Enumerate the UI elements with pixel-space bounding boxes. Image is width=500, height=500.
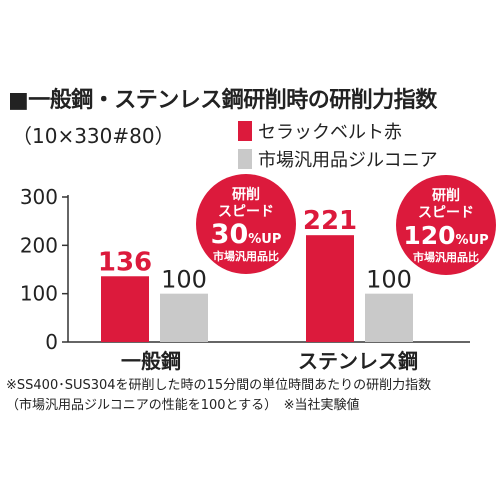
badge-text: 市場汎用品比 (213, 249, 279, 263)
y-tick-label: 200 (20, 233, 58, 257)
badge-value: 30%UP (211, 219, 282, 250)
chart-subtitle: （10×330#80） (12, 124, 175, 148)
legend: セラックベルト赤 市場汎用品ジルコニア (238, 118, 438, 174)
footnote-2: （市場汎用品ジルコニアの性能を100とする） ※当社実験値 (6, 398, 360, 413)
badge-text: 研削 (432, 187, 460, 204)
badge-text: スピード (418, 205, 474, 221)
legend-label-gray: 市場汎用品ジルコニア (258, 150, 438, 171)
bar-gray (365, 293, 413, 342)
badge-text: 市場汎用品比 (413, 250, 479, 264)
legend-swatch-red (238, 121, 252, 141)
legend-label-red: セラックベルト赤 (258, 122, 402, 143)
legend-item-gray: 市場汎用品ジルコニア (238, 146, 438, 172)
chart-title: ■一般鋼・ステンレス鋼研削時の研削力指数 (8, 88, 437, 113)
y-tick-label: 300 (20, 185, 58, 209)
legend-item-red: セラックベルト赤 (238, 118, 438, 144)
speed-up-badge (196, 174, 296, 274)
badge-value: 120%UP (403, 221, 488, 250)
y-tick-label: 100 (20, 282, 58, 306)
bar-value-label: 100 (161, 266, 207, 294)
category-label: 一般鋼 (121, 349, 181, 373)
bar-value-label: 136 (98, 247, 152, 277)
category-label: ステンレス鋼 (298, 349, 418, 373)
bar-gray (160, 293, 208, 342)
bar-value-label: 221 (303, 206, 357, 236)
legend-swatch-gray (238, 149, 252, 169)
badge-text: 研削 (232, 186, 260, 203)
badge-text: スピード (218, 204, 274, 220)
y-tick-label: 0 (45, 330, 58, 354)
footnote-1: ※SS400･SUS304を研削した時の15分間の単位時間あたりの研削力指数 (6, 378, 432, 393)
bar-red (306, 235, 354, 342)
bar-red (101, 276, 149, 342)
speed-up-badge (396, 175, 496, 275)
bar-value-label: 100 (366, 266, 412, 294)
